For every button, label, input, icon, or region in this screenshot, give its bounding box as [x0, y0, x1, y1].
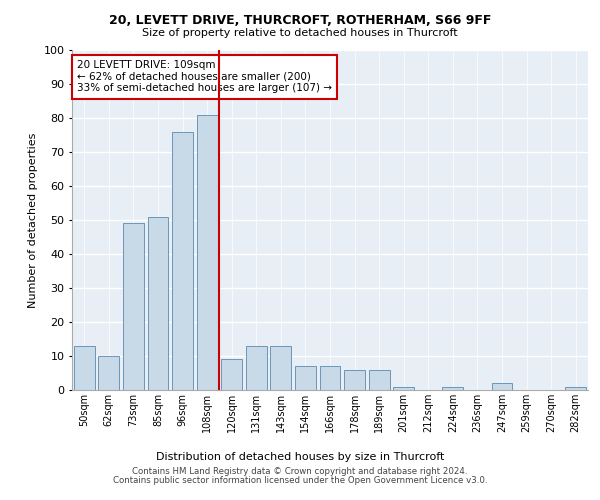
Bar	[172, 132, 193, 390]
Text: 20 LEVETT DRIVE: 109sqm
← 62% of detached houses are smaller (200)
33% of semi-d: 20 LEVETT DRIVE: 109sqm ← 62% of detache…	[77, 60, 332, 94]
Bar	[148, 216, 169, 390]
Bar	[197, 114, 218, 390]
Bar	[442, 386, 463, 390]
Y-axis label: Number of detached properties: Number of detached properties	[28, 132, 38, 308]
Text: 20, LEVETT DRIVE, THURCROFT, ROTHERHAM, S66 9FF: 20, LEVETT DRIVE, THURCROFT, ROTHERHAM, …	[109, 14, 491, 27]
Bar	[271, 346, 292, 390]
Bar	[344, 370, 365, 390]
Bar	[98, 356, 119, 390]
Bar	[74, 346, 95, 390]
Bar	[295, 366, 316, 390]
Bar	[320, 366, 340, 390]
Text: Size of property relative to detached houses in Thurcroft: Size of property relative to detached ho…	[142, 28, 458, 38]
Bar	[246, 346, 267, 390]
Text: Distribution of detached houses by size in Thurcroft: Distribution of detached houses by size …	[156, 452, 444, 462]
Bar	[491, 383, 512, 390]
Bar	[393, 386, 414, 390]
Text: Contains public sector information licensed under the Open Government Licence v3: Contains public sector information licen…	[113, 476, 487, 485]
Bar	[123, 224, 144, 390]
Text: Contains HM Land Registry data © Crown copyright and database right 2024.: Contains HM Land Registry data © Crown c…	[132, 467, 468, 476]
Bar	[221, 360, 242, 390]
Bar	[565, 386, 586, 390]
Bar	[368, 370, 389, 390]
